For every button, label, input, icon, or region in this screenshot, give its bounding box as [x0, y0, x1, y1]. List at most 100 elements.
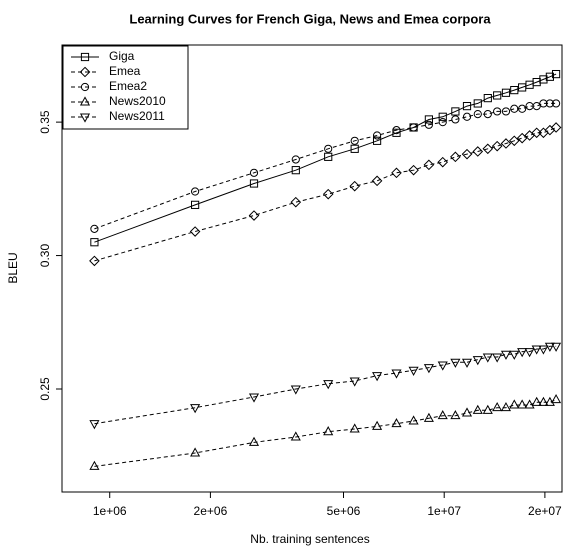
- marker: [323, 380, 334, 390]
- marker: [392, 126, 401, 135]
- marker: [451, 115, 460, 124]
- marker: [424, 120, 433, 129]
- marker: [450, 410, 461, 420]
- marker: [391, 369, 402, 379]
- marker: [539, 99, 548, 108]
- marker: [324, 152, 333, 161]
- marker: [290, 385, 301, 395]
- marker: [371, 175, 383, 187]
- legend-label: News2010: [109, 94, 166, 108]
- marker: [437, 156, 449, 168]
- marker: [473, 99, 482, 108]
- marker: [472, 404, 483, 414]
- marker: [508, 135, 520, 147]
- marker: [462, 102, 472, 111]
- marker: [438, 112, 447, 121]
- legend-marker: [79, 113, 91, 123]
- marker: [423, 364, 434, 374]
- marker: [462, 112, 472, 121]
- marker: [323, 426, 334, 436]
- y-tick-label: 0.35: [38, 110, 52, 134]
- series-line: [94, 345, 557, 425]
- marker: [472, 356, 483, 366]
- legend-label: Giga: [109, 49, 135, 63]
- marker: [551, 342, 562, 352]
- marker: [532, 102, 541, 111]
- x-tick-label: 1e+06: [93, 504, 127, 518]
- legend-label: Emea: [109, 64, 141, 78]
- marker: [483, 110, 492, 119]
- marker: [349, 180, 360, 192]
- marker: [482, 353, 493, 363]
- marker: [372, 131, 382, 140]
- marker: [501, 107, 511, 116]
- marker: [531, 345, 542, 355]
- marker: [290, 196, 302, 208]
- series-line: [94, 102, 557, 230]
- marker: [249, 168, 259, 177]
- marker: [189, 226, 201, 237]
- marker: [518, 104, 527, 113]
- marker: [392, 128, 401, 137]
- marker: [509, 350, 520, 360]
- plot-frame: [61, 44, 563, 493]
- marker: [544, 342, 555, 352]
- marker: [291, 155, 300, 164]
- marker: [409, 123, 418, 132]
- marker: [190, 447, 201, 457]
- marker: [524, 348, 535, 358]
- series-line: [94, 399, 557, 467]
- marker: [248, 393, 260, 403]
- marker: [472, 146, 484, 157]
- marker: [451, 107, 460, 116]
- marker: [492, 353, 503, 363]
- marker: [424, 115, 433, 124]
- marker: [551, 99, 561, 108]
- x-tick-label: 5e+06: [327, 504, 361, 518]
- marker: [438, 118, 447, 127]
- marker: [248, 210, 260, 221]
- legend-marker: [80, 82, 90, 92]
- marker: [482, 143, 494, 155]
- marker: [437, 361, 448, 371]
- marker: [509, 399, 520, 409]
- marker: [516, 132, 528, 144]
- marker: [190, 404, 201, 414]
- marker: [248, 436, 260, 446]
- marker: [482, 404, 493, 414]
- marker: [89, 460, 100, 470]
- legend-box: [62, 45, 189, 130]
- marker: [524, 399, 535, 409]
- chart-title: Learning Curves for French Giga, News an…: [129, 11, 491, 26]
- marker: [191, 187, 200, 196]
- marker: [291, 166, 300, 175]
- legend-label: News2011: [109, 109, 165, 123]
- marker: [510, 104, 519, 113]
- y-tick-label: 0.25: [38, 377, 52, 401]
- marker: [531, 396, 542, 406]
- marker: [89, 255, 100, 267]
- x-tick-label: 2e+06: [194, 504, 228, 518]
- marker: [391, 418, 402, 428]
- marker: [89, 420, 100, 430]
- marker: [517, 399, 528, 409]
- marker: [391, 167, 402, 179]
- marker: [461, 148, 473, 160]
- marker: [249, 179, 259, 188]
- marker: [501, 88, 511, 97]
- marker: [322, 188, 334, 200]
- marker: [349, 377, 360, 387]
- x-tick-label: 2e+07: [528, 504, 562, 518]
- marker: [372, 420, 383, 430]
- marker: [90, 238, 99, 247]
- x-tick-label: 1e+07: [427, 504, 461, 518]
- marker: [437, 410, 448, 420]
- marker: [545, 99, 554, 108]
- marker: [290, 431, 301, 441]
- y-tick-label: 0.30: [38, 244, 52, 268]
- y-axis-label: BLEU: [6, 252, 20, 283]
- marker: [551, 69, 561, 79]
- marker: [372, 136, 382, 145]
- marker: [551, 394, 562, 404]
- legend-marker: [79, 66, 91, 78]
